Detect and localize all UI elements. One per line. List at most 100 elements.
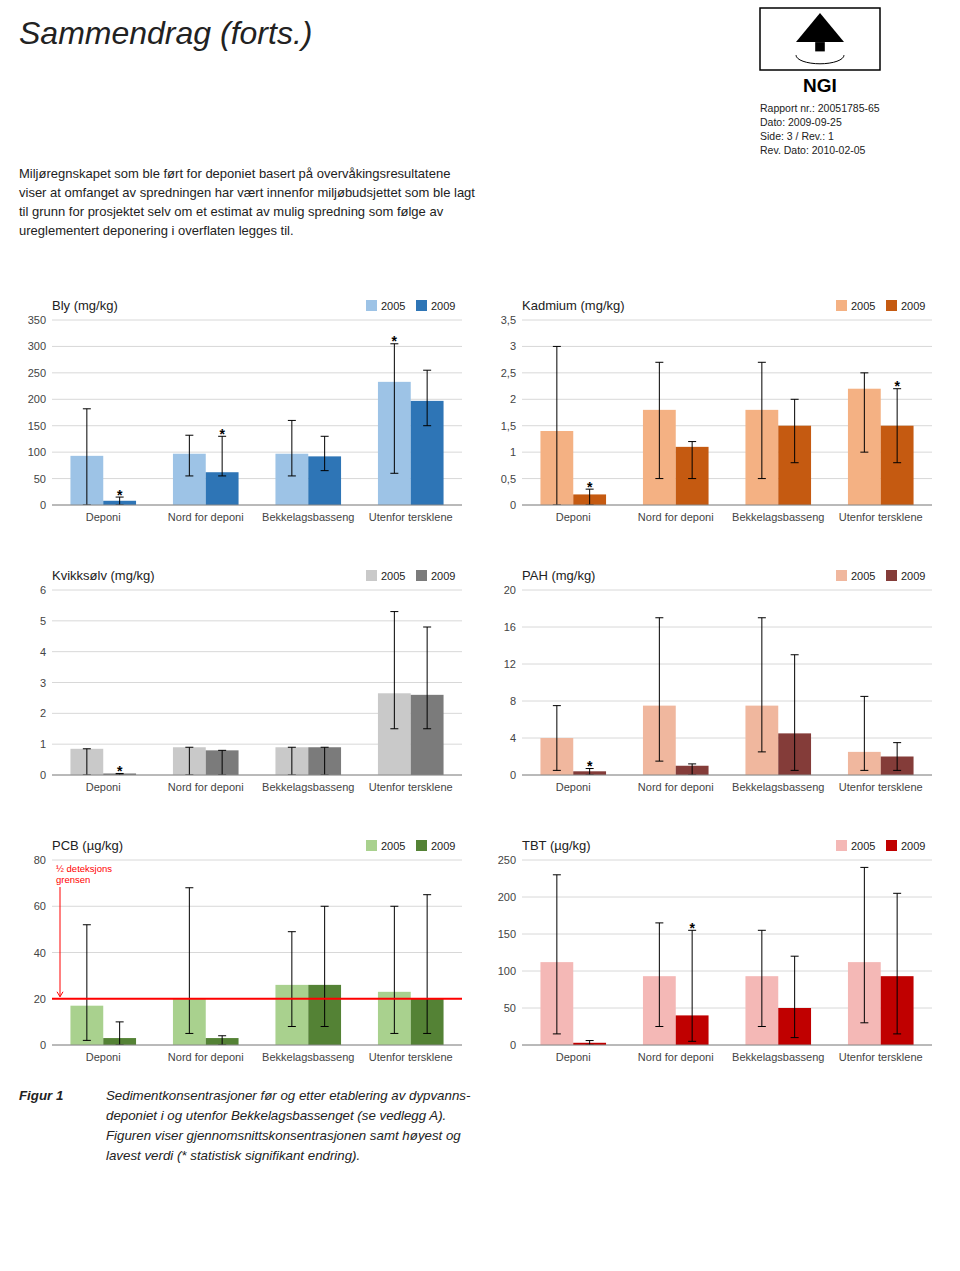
significance-star: * [587,479,593,495]
grid-line [52,505,462,506]
chart-title: PAH (mg/kg) [522,568,595,583]
grid-line [522,627,932,628]
x-tick-label: Deponi [556,511,591,523]
x-axis-line [52,1045,462,1046]
x-tick-label: Utenfor tersklene [839,1051,923,1063]
error-bar [185,888,193,1034]
grid-line [52,1045,462,1046]
grid-line [522,320,932,321]
legend: 20052009 [836,570,925,582]
y-tick-label: 1,5 [501,420,516,432]
grid-line [522,590,932,591]
legend-swatch [836,570,847,581]
x-axis-line [52,505,462,506]
legend-swatch [836,840,847,851]
error-bar [688,930,696,1041]
marks [70,612,443,775]
x-tick-label: Bekkelagsbasseng [732,781,824,793]
intro-text-line: Miljøregnskapet som ble ført for deponie… [19,166,450,181]
x-tick-label: Utenfor tersklene [369,781,453,793]
significance-star: * [689,920,695,936]
error-bar [553,706,561,771]
y-tick-label: 5 [40,615,46,627]
legend-label: 2005 [851,300,875,312]
x-tick-label: Nord for deponi [168,1051,244,1063]
grid-line [522,934,932,935]
intro-text-line: viser at omfanget av spredningen har vær… [19,185,475,200]
y-tick-label: 350 [28,314,46,326]
y-tick-label: 200 [28,393,46,405]
report-info: Dato: 2009-09-25 [760,116,842,128]
legend: 20052009 [366,840,455,852]
y-tick-label: 0 [40,1039,46,1051]
error-bar [218,1036,226,1045]
x-tick-label: Utenfor tersklene [839,511,923,523]
x-tick-label: Bekkelagsbasseng [262,511,354,523]
error-bar [758,930,766,1026]
error-bar [423,627,431,729]
x-tick-label: Bekkelagsbasseng [732,1051,824,1063]
chart: PCB (µg/kg)020406080½ deteksjonsgrensenD… [34,838,462,1063]
logo-frame [760,8,880,70]
legend-label: 2005 [851,840,875,852]
error-bar [553,346,561,505]
bar [308,747,341,775]
chart: Bly (mg/kg)050100150200250300350DeponiNo… [28,298,462,523]
legend-swatch [886,570,897,581]
marks [540,346,913,505]
y-tick-label: 6 [40,584,46,596]
legend-label: 2009 [431,300,455,312]
legend: 20052009 [366,570,455,582]
y-tick-label: 80 [34,854,46,866]
legend: 2005 2009 [366,300,455,312]
significance-star: * [219,426,225,442]
grid-line [522,775,932,776]
significance-star: * [117,763,123,779]
grid-line [52,906,462,907]
error-bar [390,906,398,1033]
error-bar [553,875,561,1034]
caption-text-line: Sedimentkonsentrasjoner før og etter eta… [106,1088,471,1103]
chart-title: Bly (mg/kg) [52,298,118,313]
legend-swatch [416,300,427,311]
error-bar [288,420,296,476]
logo-tree [796,13,844,42]
y-tick-label: 2 [40,707,46,719]
y-tick-label: 20 [34,993,46,1005]
error-bar [116,1022,124,1045]
y-tick-label: 1 [510,446,516,458]
y-tick-label: 100 [28,446,46,458]
grid-line [52,590,462,591]
chart-title: Kvikksølv (mg/kg) [52,568,155,583]
y-tick-label: 1 [40,738,46,750]
legend-label: 2005 [381,300,405,312]
legend-label: 2005 [851,570,875,582]
reference-line [52,998,462,1000]
page: Sammendrag (forts.)NGIRapport nr.: 20051… [0,0,960,1271]
error-bar [860,696,868,770]
significance-star: * [117,487,123,503]
grid-line [52,860,462,861]
y-tick-label: 16 [504,621,516,633]
y-tick-label: 4 [40,646,46,658]
y-tick-label: 50 [34,473,46,485]
error-bar [758,362,766,478]
legend-swatch [886,300,897,311]
legend: 20052009 [836,300,925,312]
error-bar [83,409,91,505]
error-bar [655,923,663,1027]
significance-star: * [587,758,593,774]
error-bar [390,344,398,474]
y-tick-label: 150 [28,420,46,432]
error-bar [185,435,193,476]
error-bar [218,436,226,476]
y-tick-label: 0 [510,499,516,511]
grid-line [522,664,932,665]
logo-text: NGI [803,75,837,96]
caption-text-line: deponiet i og utenfor Bekkelagsbassenget… [106,1108,446,1123]
error-bar [791,655,799,771]
chart: Kvikksølv (mg/kg)0123456DeponiNord for d… [40,568,462,793]
error-bar [586,1041,594,1045]
error-bar [893,389,901,463]
significance-star: * [392,333,398,349]
